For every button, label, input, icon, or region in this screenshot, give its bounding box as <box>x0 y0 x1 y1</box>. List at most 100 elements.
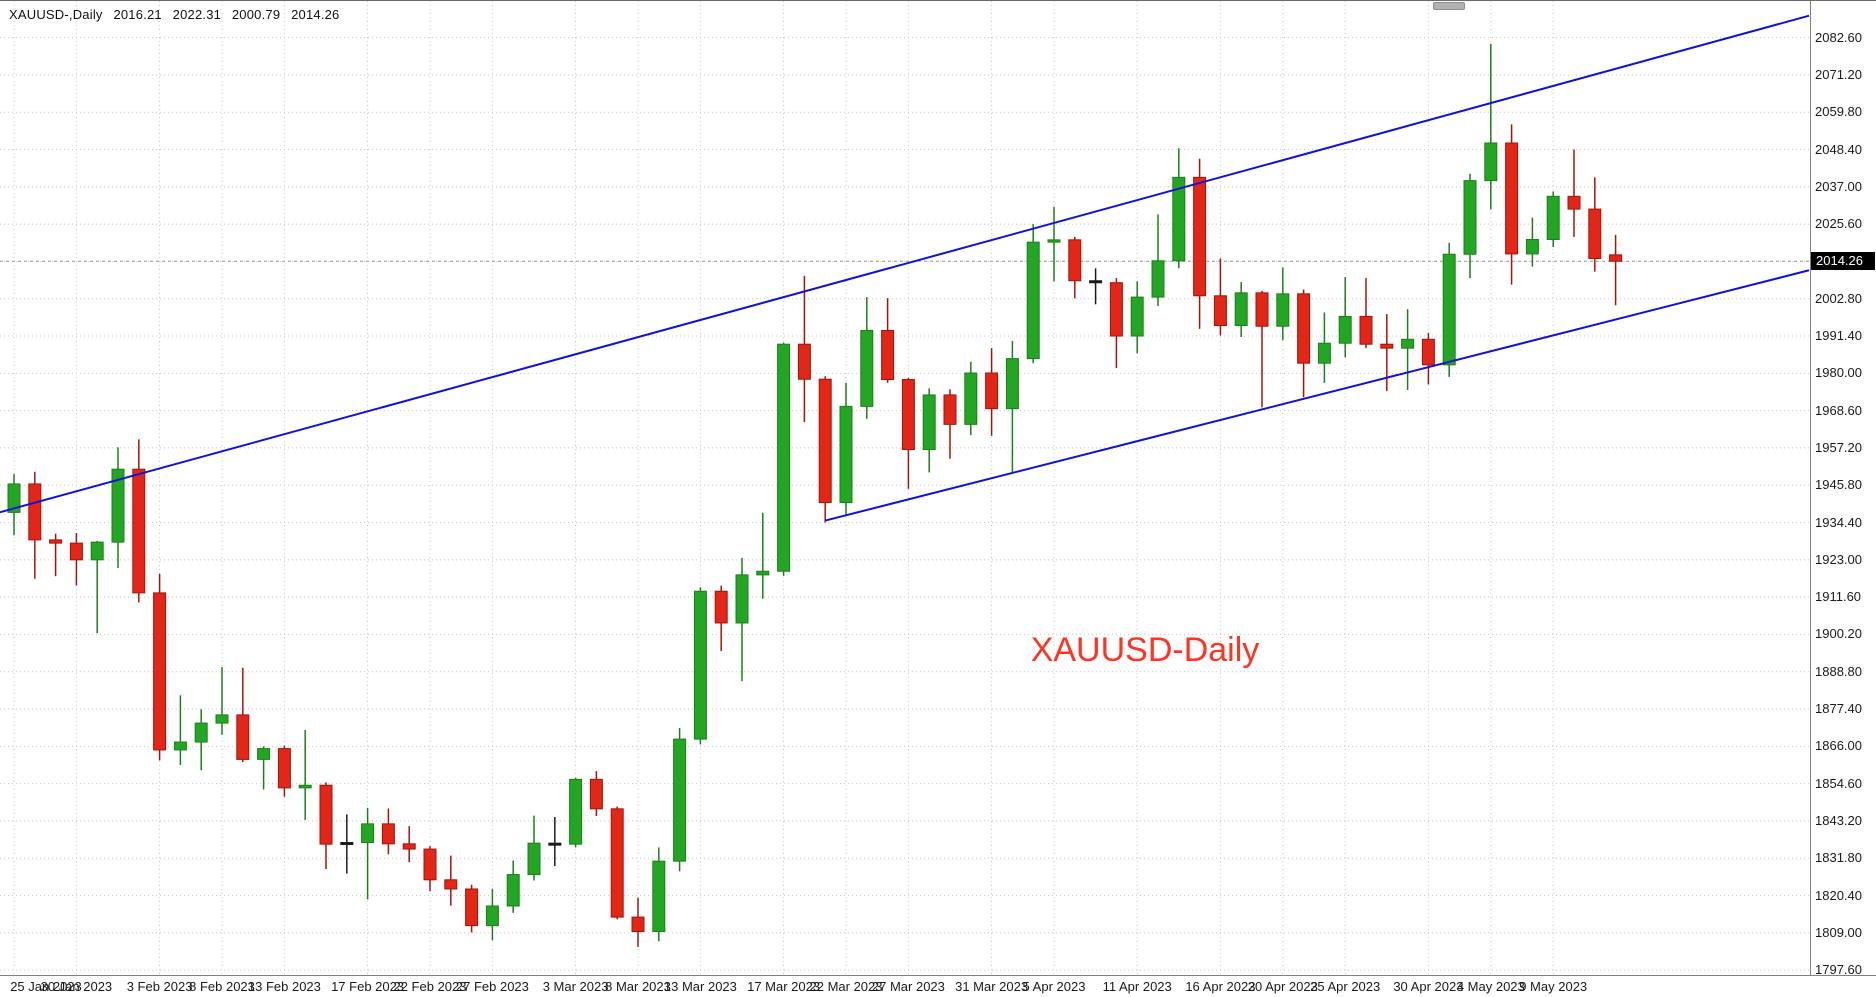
price-axis-label: 1820.40 <box>1815 887 1862 903</box>
price-axis-label: 2002.80 <box>1815 290 1862 306</box>
candle-body <box>673 738 687 862</box>
candle-body <box>714 590 728 624</box>
price-axis-label: 1888.80 <box>1815 663 1862 679</box>
candle-body <box>319 784 333 845</box>
candle-body <box>1401 338 1415 349</box>
chart-title: XAUUSD-,Daily 2016.21 2022.31 2000.79 20… <box>9 7 347 22</box>
candle-body <box>839 405 853 504</box>
candle-body <box>881 329 895 381</box>
candle-body <box>1193 176 1207 297</box>
candle-body <box>111 468 125 543</box>
price-axis-label: 2059.80 <box>1815 104 1862 120</box>
ohlc-low: 2000.79 <box>231 7 281 22</box>
candle-body <box>1068 239 1082 282</box>
candle-body <box>485 905 499 927</box>
candle-body <box>860 329 874 407</box>
candle-body <box>153 592 167 751</box>
candle-body <box>693 590 707 740</box>
date-axis-label: 30 Jan 2023 <box>40 979 113 994</box>
price-axis-label: 1809.00 <box>1815 924 1862 940</box>
price-axis-label: 2071.20 <box>1815 66 1862 82</box>
date-axis-label: 25 Jan 2023 <box>10 979 82 994</box>
date-axis-label: 31 Mar 2023 <box>955 979 1029 994</box>
candle-body <box>1338 315 1352 344</box>
candle-body <box>569 778 583 845</box>
date-axis-label: 13 Feb 2023 <box>247 979 321 994</box>
price-axis-label: 1877.40 <box>1815 701 1862 717</box>
candle-body <box>28 483 42 541</box>
price-axis[interactable]: 2082.60 2071.20 2059.80 2048.40 2037.00 2025.… <box>1810 1 1876 977</box>
candle-body <box>69 542 83 561</box>
candle-body <box>1505 142 1519 255</box>
candle-body <box>173 741 187 751</box>
candle-body <box>756 570 770 576</box>
date-axis-label: 22 Feb 2023 <box>393 979 467 994</box>
candle-body <box>1463 180 1477 255</box>
date-axis-label: 11 Apr 2023 <box>1102 979 1172 994</box>
candle-body <box>797 343 811 380</box>
candle-body <box>215 714 229 724</box>
candle-body <box>132 468 146 594</box>
date-axis-label: 17 Mar 2023 <box>747 979 821 994</box>
price-axis-label: 2048.40 <box>1815 141 1862 157</box>
date-axis-label: 30 Apr 2023 <box>1393 979 1464 994</box>
channel-lower-line[interactable] <box>824 269 1810 522</box>
price-axis-label: 2082.60 <box>1815 29 1862 45</box>
candle-body <box>735 574 749 624</box>
candle-body <box>1255 292 1269 327</box>
candle-body <box>777 343 791 572</box>
date-axis-label: 8 Feb 2023 <box>189 979 255 994</box>
candle-body <box>818 378 832 504</box>
candle-body <box>943 394 957 425</box>
candle-body <box>1297 293 1311 364</box>
candle-body <box>1172 176 1186 262</box>
price-axis-label: 1934.40 <box>1815 514 1862 530</box>
candle-body <box>1380 343 1394 349</box>
candle-body <box>465 888 479 927</box>
candle-body <box>1213 295 1227 327</box>
candle-body <box>589 778 603 810</box>
price-axis-label: 1843.20 <box>1815 812 1862 828</box>
ohlc-close: 2014.26 <box>291 7 340 22</box>
candle-body <box>340 842 354 846</box>
candle-body <box>901 379 915 451</box>
price-axis-label: 1945.80 <box>1815 477 1862 493</box>
candle-body <box>610 808 624 918</box>
candle-body <box>1525 239 1539 255</box>
candle-body <box>381 823 395 845</box>
candle-body <box>257 748 271 760</box>
time-axis[interactable]: 25 Jan 2023 30 Jan 2023 3 Feb 2023 8 Feb 20… <box>0 975 1876 997</box>
last-price-tag: 2014.26 <box>1811 252 1875 271</box>
date-axis-label: 17 Feb 2023 <box>331 979 405 994</box>
channel-upper-line[interactable] <box>0 14 1810 514</box>
candle-body <box>1047 239 1061 243</box>
candle-body <box>1005 358 1019 410</box>
candle-body <box>194 722 208 743</box>
candle-body <box>1609 254 1623 262</box>
candle-body <box>361 823 375 844</box>
candle-body <box>1442 253 1456 366</box>
candle-body <box>1234 292 1248 327</box>
price-axis-label: 1980.00 <box>1815 365 1862 381</box>
candlestick-chart[interactable] <box>0 1 1810 976</box>
date-axis-label: 4 May 2023 <box>1456 979 1525 994</box>
price-chart-plot[interactable] <box>0 1 1810 976</box>
candle-body <box>1130 296 1144 337</box>
date-axis-label: 22 Mar 2023 <box>809 979 883 994</box>
chart-symbol-timeframe: XAUUSD-,Daily <box>9 7 103 22</box>
chart-shift-marker[interactable] <box>1433 2 1465 10</box>
candle-body <box>1421 338 1435 366</box>
candle-body <box>548 842 562 846</box>
candle-body <box>236 714 250 760</box>
candle-body <box>402 843 416 850</box>
candle-body <box>423 848 437 881</box>
candle-body <box>1588 208 1602 259</box>
date-axis-label: 16 Apr 2023 <box>1185 979 1256 994</box>
candle-body <box>964 372 978 425</box>
candle-body <box>90 541 104 561</box>
price-axis-label: 1831.80 <box>1815 850 1862 866</box>
candle-body <box>1546 195 1560 241</box>
candle-body <box>1109 282 1123 337</box>
candle-body <box>985 372 999 410</box>
